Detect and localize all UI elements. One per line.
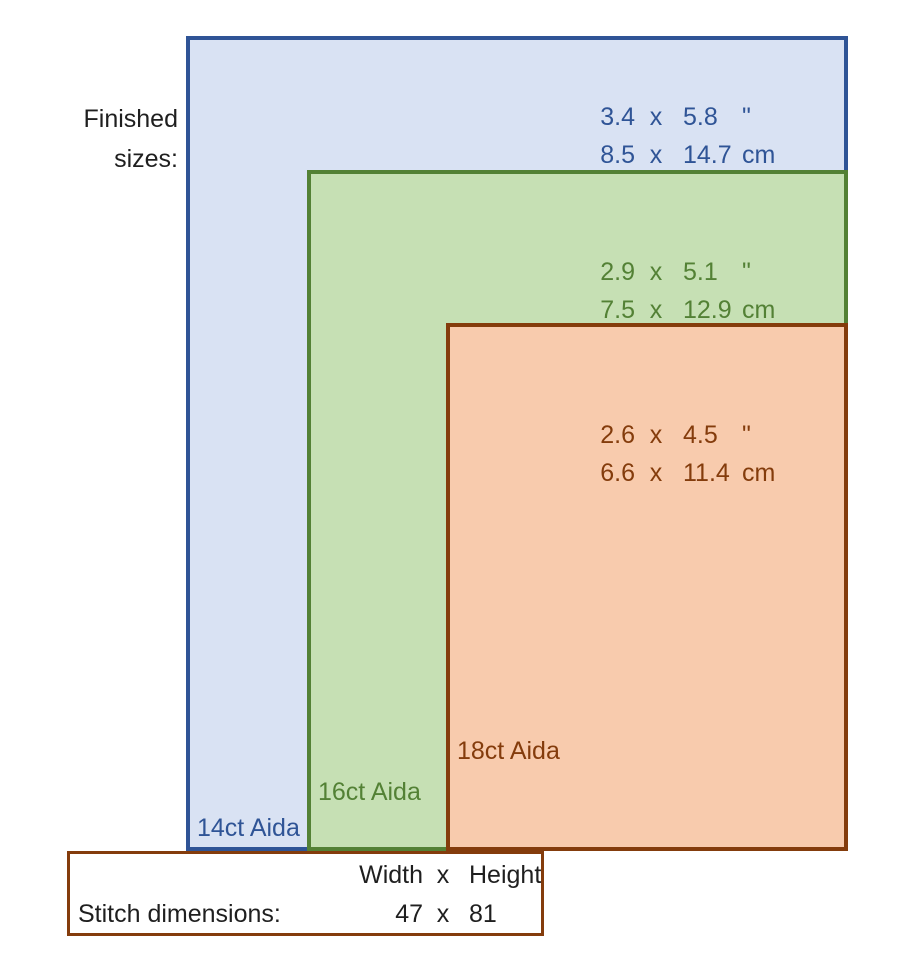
inches-separator: x	[649, 421, 663, 449]
cm-width-value: 6.6	[600, 459, 635, 487]
stitch-dimensions-label: Stitch dimensions:	[78, 900, 281, 928]
finished-size-16ct: 2.9 x 5.1 " 7.5 x 12.9 cm	[585, 253, 789, 329]
cm-width-value: 7.5	[600, 296, 635, 324]
cm-height-value: 11.4	[683, 459, 730, 487]
inches-height-value: 5.1	[683, 258, 718, 286]
finished-size-18ct: 2.6 x 4.5 " 6.6 x 11.4 cm	[585, 416, 789, 492]
width-column-header: Width	[359, 861, 423, 889]
cm-unit: cm	[742, 296, 776, 324]
row-separator: x	[436, 900, 450, 928]
finished-sizes-label: Finished sizes:	[30, 99, 179, 179]
cm-width-value: 8.5	[600, 141, 635, 169]
cm-separator: x	[649, 141, 663, 169]
cm-separator: x	[649, 459, 663, 487]
fabric-label-16ct: 16ct Aida	[318, 778, 421, 806]
stitch-dimensions-box: Width x Height Stitch dimensions: 47 x 8…	[67, 851, 544, 936]
cm-unit: cm	[742, 459, 776, 487]
fabric-label-14ct: 14ct Aida	[197, 814, 300, 842]
stitch-height-value: 81	[469, 900, 497, 928]
stitch-width-value: 47	[395, 900, 423, 928]
inches-height-value: 5.8	[683, 103, 718, 131]
inches-separator: x	[649, 258, 663, 286]
inches-separator: x	[649, 103, 663, 131]
fabric-label-18ct: 18ct Aida	[457, 737, 560, 765]
finished-sizes-line2: sizes:	[114, 145, 178, 173]
inches-width-value: 2.9	[600, 258, 635, 286]
cm-height-value: 12.9	[683, 296, 732, 324]
finished-size-14ct: 3.4 x 5.8 " 8.5 x 14.7 cm	[585, 98, 789, 174]
cm-unit: cm	[742, 141, 776, 169]
height-column-header: Height	[469, 861, 542, 889]
header-separator: x	[436, 861, 450, 889]
fabric-rect-18ct	[446, 323, 848, 851]
cm-height-value: 14.7	[683, 141, 732, 169]
inches-unit: "	[742, 103, 751, 131]
cm-separator: x	[649, 296, 663, 324]
inches-width-value: 2.6	[600, 421, 635, 449]
finished-sizes-line1: Finished	[83, 105, 179, 133]
inches-height-value: 4.5	[683, 421, 718, 449]
inches-width-value: 3.4	[600, 103, 635, 131]
inches-unit: "	[742, 258, 751, 286]
inches-unit: "	[742, 421, 751, 449]
